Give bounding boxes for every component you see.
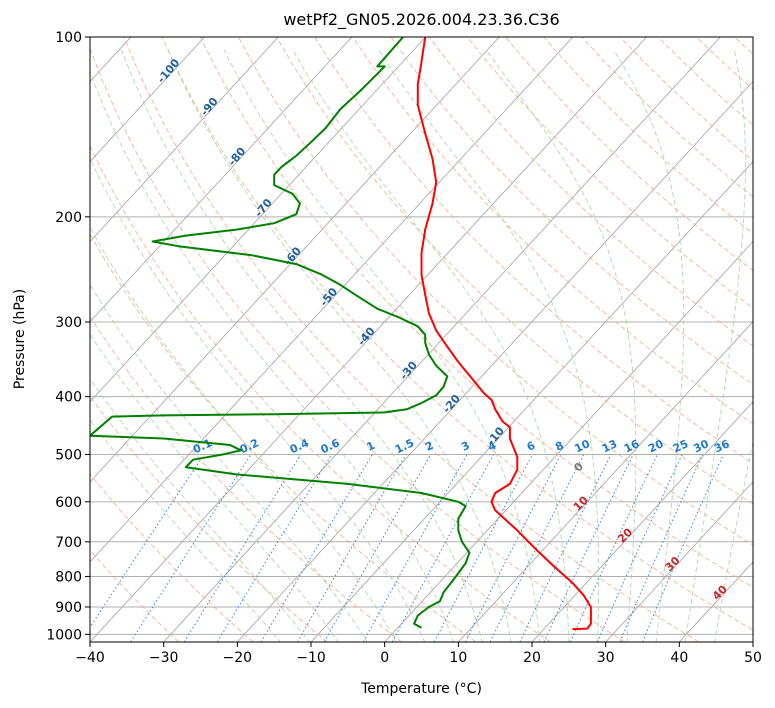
mixing-ratio-label: 25 bbox=[671, 437, 690, 455]
mixing-ratio-label: 20 bbox=[646, 437, 666, 455]
isotherm-line bbox=[90, 37, 426, 403]
mixing-ratio-label: 13 bbox=[600, 437, 619, 455]
moist-adiabat-line bbox=[90, 333, 339, 642]
mixing-ratio-line bbox=[323, 454, 432, 642]
y-tick-label: 700 bbox=[55, 535, 82, 551]
isotherm-line bbox=[90, 37, 574, 563]
y-tick-label: 500 bbox=[55, 448, 82, 464]
mixing-ratio-line bbox=[596, 454, 683, 642]
mixing-ratio-label: 36 bbox=[712, 437, 732, 455]
profile-lines bbox=[90, 37, 592, 631]
dry-adiabat-line bbox=[90, 473, 254, 642]
isotherm-line bbox=[90, 37, 500, 483]
moist-adiabat-line bbox=[120, 49, 483, 642]
x-axis-ticks: −40 −30 −20 −10 0 10 20 30 40 50 bbox=[75, 642, 762, 666]
mixing-ratio-line bbox=[130, 454, 252, 642]
y-tick-label: 100 bbox=[55, 30, 82, 46]
dry-adiabat-line bbox=[90, 46, 625, 642]
mixing-ratio-line bbox=[391, 454, 495, 642]
y-axis-label: Pressure (hPa) bbox=[12, 289, 28, 389]
isotherm-line bbox=[90, 37, 353, 323]
isotherm-line bbox=[90, 37, 279, 243]
dry-adiabat-line bbox=[390, 37, 753, 386]
moist-adiabat-line bbox=[90, 283, 368, 642]
plot-frame bbox=[89, 36, 754, 643]
plot-area bbox=[90, 37, 753, 642]
dry-adiabat-line bbox=[90, 232, 477, 642]
moist-adiabat-line bbox=[292, 49, 570, 642]
isotherm-line bbox=[0, 37, 57, 642]
dry-adiabat-line bbox=[90, 144, 551, 642]
mixing-ratio-line bbox=[260, 454, 373, 642]
mixing-ratio-label: 30 bbox=[691, 437, 711, 455]
dry-adiabat-line bbox=[123, 37, 700, 642]
isotherm-line bbox=[605, 481, 753, 642]
moist-adiabat-line bbox=[714, 439, 753, 642]
x-tick-label: 50 bbox=[744, 650, 762, 666]
y-tick-label: 200 bbox=[55, 210, 82, 226]
isotherm-line bbox=[531, 401, 753, 642]
x-tick-label: 30 bbox=[597, 650, 615, 666]
dry-adiabat-line bbox=[466, 37, 753, 309]
dewpoint-line bbox=[90, 37, 471, 629]
mixing-ratio-line bbox=[642, 454, 724, 642]
y-axis-ticks: 1000 900 800 700 600 500 400 300 200 100 bbox=[46, 30, 90, 643]
mixing-ratio-line bbox=[569, 454, 658, 642]
mixing-ratio-label: 10 bbox=[573, 437, 593, 455]
isotherm-line bbox=[90, 37, 205, 163]
y-tick-label: 400 bbox=[55, 390, 82, 406]
mixing-ratio-line bbox=[297, 454, 407, 642]
mixing-ratio-label: 16 bbox=[622, 437, 642, 455]
x-tick-label: −10 bbox=[296, 650, 326, 666]
dry-adiabat-line bbox=[352, 37, 753, 425]
y-tick-label: 1000 bbox=[46, 627, 82, 643]
background-lines bbox=[0, 37, 753, 642]
isotherm-line bbox=[310, 160, 753, 642]
dry-adiabat-line bbox=[238, 37, 753, 546]
x-axis-label: Temperature (°C) bbox=[360, 681, 482, 697]
moist-adiabat-line bbox=[684, 49, 746, 642]
mixing-ratio-line bbox=[619, 454, 704, 642]
moist-adiabat-line bbox=[90, 378, 310, 642]
dry-adiabat-line bbox=[90, 549, 180, 642]
mixing-ratio-line bbox=[90, 454, 205, 629]
moist-adiabat-line bbox=[90, 70, 454, 642]
dry-adiabat-line bbox=[276, 37, 753, 505]
isotherm-line bbox=[384, 240, 753, 642]
isotherm-line bbox=[237, 80, 753, 642]
x-tick-label: −40 bbox=[75, 650, 105, 666]
moist-adiabat-line bbox=[167, 49, 512, 642]
y-tick-label: 300 bbox=[55, 315, 82, 331]
moist-adiabat-line bbox=[378, 49, 600, 642]
y-tick-label: 900 bbox=[55, 600, 82, 616]
moist-adiabat-line bbox=[90, 418, 281, 642]
mixing-ratio-line bbox=[519, 454, 612, 642]
x-tick-label: 40 bbox=[670, 650, 688, 666]
x-tick-label: −30 bbox=[149, 650, 179, 666]
dry-adiabat-line bbox=[90, 395, 328, 642]
moist-adiabat-line bbox=[223, 49, 541, 642]
x-tick-label: 10 bbox=[449, 650, 467, 666]
y-tick-label: 800 bbox=[55, 569, 82, 585]
isotherm-line bbox=[752, 641, 753, 642]
x-tick-label: 0 bbox=[380, 650, 389, 666]
isotherm-line bbox=[458, 321, 753, 642]
isotherm-line bbox=[90, 37, 647, 642]
temperature-line bbox=[416, 37, 592, 631]
y-tick-label: 600 bbox=[55, 495, 82, 511]
dry-adiabat-line bbox=[161, 37, 753, 631]
moist-adiabat-line bbox=[90, 157, 426, 642]
moist-adiabat-line bbox=[613, 49, 685, 642]
dry-adiabat-line bbox=[314, 37, 753, 464]
moist-adiabat-line bbox=[485, 49, 637, 642]
dry-adiabat-line bbox=[199, 37, 753, 588]
chart-title: wetPf2_GN05.2026.004.23.36.C36 bbox=[283, 10, 559, 30]
x-tick-label: −20 bbox=[223, 650, 253, 666]
x-tick-label: 20 bbox=[523, 650, 541, 666]
moist-adiabat-line bbox=[90, 225, 397, 642]
mixing-ratio-line bbox=[543, 454, 634, 642]
